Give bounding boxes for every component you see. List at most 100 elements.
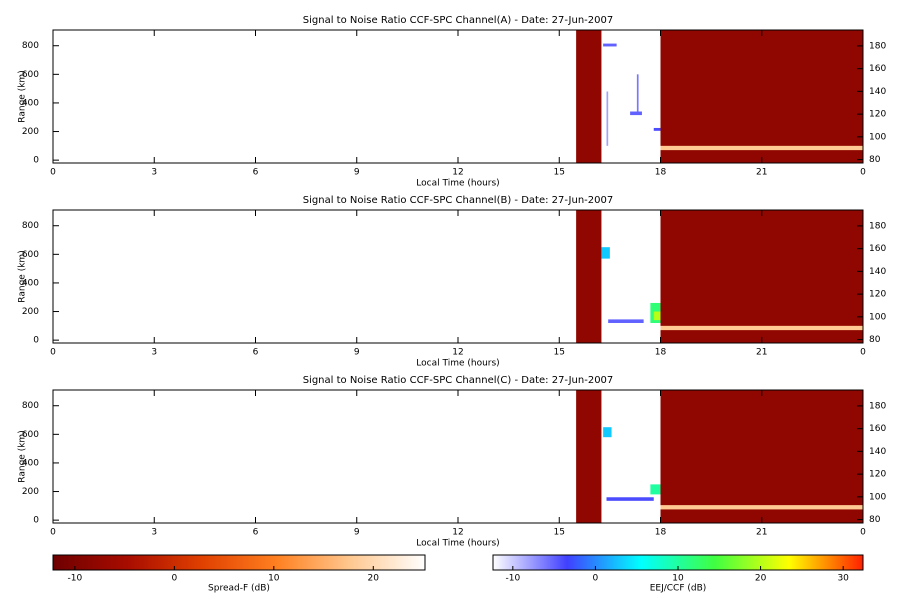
- panel-title: Signal to Noise Ratio CCF-SPC Channel(A)…: [303, 15, 613, 26]
- snr-patch: [601, 247, 610, 259]
- x-tick-label: 3: [151, 348, 157, 358]
- y2-tick-label: 180: [869, 41, 886, 51]
- y-tick-label: 800: [22, 401, 39, 411]
- y-axis-label: Range (km): [18, 250, 28, 302]
- x-tick-label: 0: [860, 168, 866, 178]
- y2-tick-label: 160: [869, 64, 886, 74]
- snr-patch: [660, 30, 863, 163]
- x-tick-label: 21: [756, 528, 767, 538]
- x-tick-label: 0: [50, 528, 56, 538]
- y-tick-label: 200: [22, 307, 39, 317]
- x-tick-label: 12: [452, 528, 463, 538]
- y2-tick-label: 160: [869, 244, 886, 254]
- x-tick-label: 3: [151, 528, 157, 538]
- snr-patch: [650, 484, 661, 495]
- snr-patch: [660, 210, 863, 343]
- colorbar-tick-label: 20: [368, 574, 380, 584]
- colorbar-tick-label: 20: [755, 574, 767, 584]
- y2-tick-label: 120: [869, 290, 886, 300]
- x-axis-label: Local Time (hours): [416, 179, 499, 189]
- colorbar-label: EEJ/CCF (dB): [650, 584, 707, 594]
- snr-patch: [576, 30, 602, 163]
- y2-tick-label: 120: [869, 110, 886, 120]
- colorbar: [52, 554, 426, 571]
- panel-title: Signal to Noise Ratio CCF-SPC Channel(C)…: [303, 375, 614, 386]
- y-tick-label: 600: [22, 250, 39, 260]
- x-tick-label: 6: [253, 348, 259, 358]
- x-tick-label: 9: [354, 348, 360, 358]
- x-tick-label: 21: [756, 348, 767, 358]
- y-axis-label: Range (km): [18, 70, 28, 122]
- snr-patch: [576, 210, 602, 343]
- colorbar-tick-label: 30: [837, 574, 849, 584]
- x-axis-label: Local Time (hours): [416, 359, 499, 369]
- x-tick-label: 0: [50, 168, 56, 178]
- snr-patch: [660, 325, 863, 331]
- x-axis-label: Local Time (hours): [416, 539, 499, 549]
- x-tick-label: 9: [354, 168, 360, 178]
- y-axis-label: Range (km): [18, 430, 28, 482]
- snr-patch: [606, 91, 609, 146]
- x-tick-label: 15: [554, 348, 565, 358]
- y-tick-label: 400: [22, 98, 39, 108]
- snr-patch: [603, 43, 617, 47]
- y-tick-label: 0: [33, 336, 39, 346]
- colorbar-label: Spread-F (dB): [208, 584, 270, 594]
- y2-tick-label: 160: [869, 424, 886, 434]
- x-tick-label: 12: [452, 348, 463, 358]
- y2-tick-label: 180: [869, 401, 886, 411]
- snr-patch: [636, 74, 639, 112]
- snr-patch: [660, 145, 863, 151]
- y-tick-label: 0: [33, 156, 39, 166]
- y2-tick-label: 80: [869, 515, 881, 525]
- x-tick-label: 3: [151, 168, 157, 178]
- x-tick-label: 6: [253, 528, 259, 538]
- panel-title: Signal to Noise Ratio CCF-SPC Channel(B)…: [303, 195, 613, 206]
- x-tick-label: 15: [554, 168, 565, 178]
- snr-patch: [576, 390, 602, 523]
- y-tick-label: 400: [22, 278, 39, 288]
- y2-tick-label: 140: [869, 267, 886, 277]
- y-tick-label: 0: [33, 516, 39, 526]
- x-tick-label: 18: [655, 348, 667, 358]
- snr-patch: [606, 497, 654, 501]
- snr-patch: [653, 127, 661, 131]
- x-tick-label: 21: [756, 168, 767, 178]
- y-tick-label: 200: [22, 487, 39, 497]
- y-tick-label: 800: [22, 221, 39, 231]
- colorbar-tick-label: 10: [268, 574, 280, 584]
- y2-tick-label: 80: [869, 155, 881, 165]
- x-tick-label: 12: [452, 168, 463, 178]
- x-tick-label: 6: [253, 168, 259, 178]
- snr-patch: [660, 505, 863, 510]
- y-tick-label: 800: [22, 41, 39, 51]
- y2-tick-label: 140: [869, 447, 886, 457]
- y-tick-label: 600: [22, 430, 39, 440]
- x-tick-label: 18: [655, 168, 667, 178]
- snr-patch: [660, 390, 863, 523]
- y2-tick-label: 100: [869, 492, 886, 502]
- y2-tick-label: 180: [869, 221, 886, 231]
- x-tick-label: 0: [50, 348, 56, 358]
- x-tick-label: 15: [554, 528, 565, 538]
- x-tick-label: 0: [860, 348, 866, 358]
- y-tick-label: 200: [22, 127, 39, 137]
- snr-patch: [603, 427, 612, 438]
- snr-patch: [608, 319, 644, 323]
- x-tick-label: 0: [860, 528, 866, 538]
- snr-patch: [630, 111, 642, 116]
- y2-tick-label: 140: [869, 87, 886, 97]
- colorbar-tick-label: -10: [505, 574, 520, 584]
- colorbar-tick-label: -10: [68, 574, 83, 584]
- y2-tick-label: 80: [869, 335, 881, 345]
- colorbar-tick-label: 0: [593, 574, 599, 584]
- x-tick-label: 9: [354, 528, 360, 538]
- y2-tick-label: 100: [869, 132, 886, 142]
- y-tick-label: 400: [22, 458, 39, 468]
- y2-tick-label: 120: [869, 470, 886, 480]
- colorbar-tick-label: 0: [171, 574, 177, 584]
- y2-tick-label: 100: [869, 312, 886, 322]
- x-tick-label: 18: [655, 528, 667, 538]
- snr-patch: [653, 311, 661, 321]
